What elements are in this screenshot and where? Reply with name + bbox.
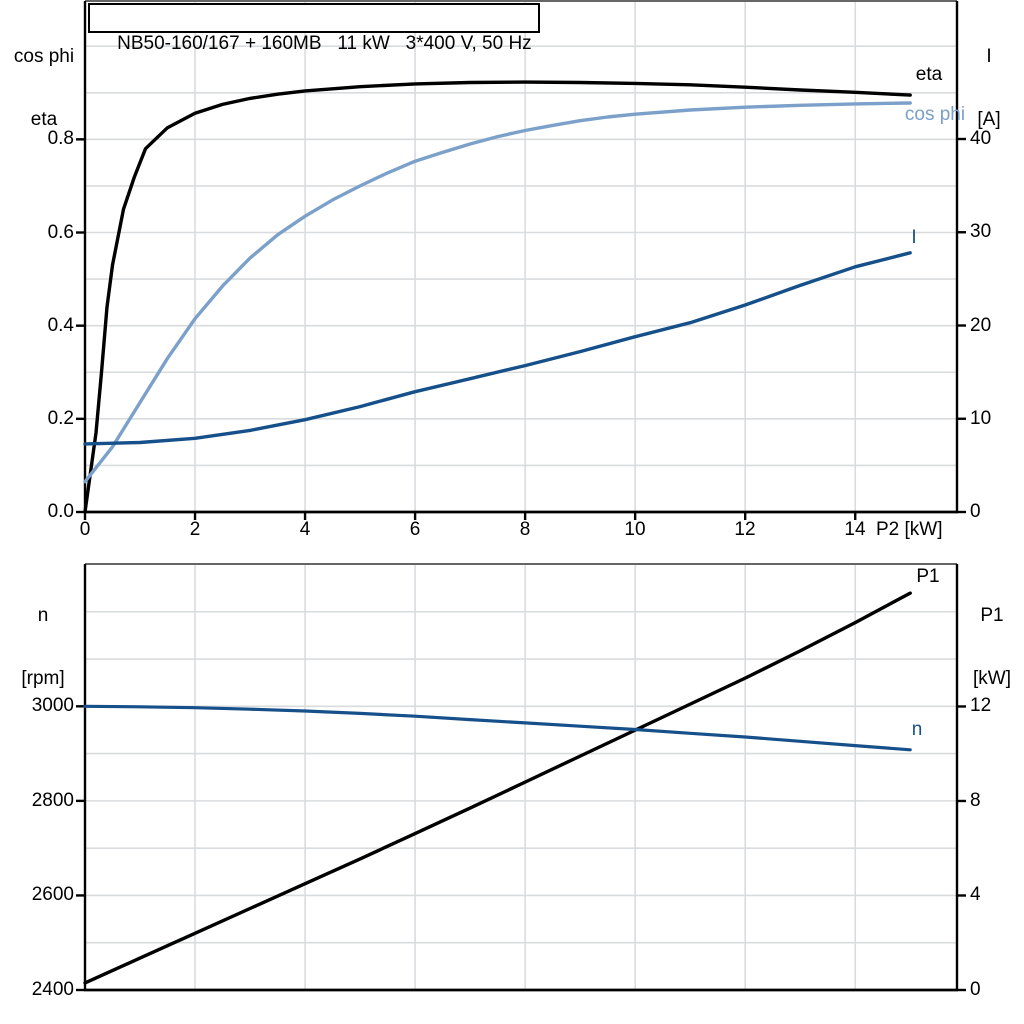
gridlines [85, 1, 957, 512]
right-axis-tick-label: 12 [970, 695, 992, 716]
left-axis-tick-label: 2600 [31, 884, 74, 905]
bottom-left-axis-header: n [rpm] [4, 563, 82, 731]
left-axis-tick-label: 3000 [31, 695, 74, 716]
axis-header-current-unit: [A] [977, 109, 1001, 130]
cos-phi-curve [83, 101, 912, 484]
speed-power-chart [76, 563, 966, 992]
motor-electrical-chart [76, 0, 966, 520]
right-axis-tick-label: 4 [970, 884, 981, 905]
x-axis-tick-label: 0 [79, 519, 91, 540]
right-axis-tick-label: 10 [970, 408, 992, 429]
right-axis-tick-label: 30 [970, 221, 992, 242]
axis-header-eta: eta [30, 109, 58, 130]
left-axis-tick-label: 0.8 [47, 128, 74, 149]
top-right-axis-header: I [A] [960, 4, 1018, 172]
bottom-right-axis-header: P1 [kW] [962, 563, 1022, 731]
axis-header-current: I [986, 46, 992, 67]
left-axis-tick-label: 0.6 [47, 222, 74, 243]
right-axis-tick-label: 8 [970, 790, 981, 811]
right-axis-tick-label: 0 [970, 501, 981, 522]
x-axis-tick-label: 4 [299, 519, 311, 540]
axis-header-p1-unit: [kW] [973, 668, 1011, 689]
top-left-axis-header: cos phi eta [6, 4, 82, 172]
chart-title-box: NB50-160/167 + 160MB 11 kW 3*400 V, 50 H… [88, 3, 540, 54]
x-axis-tick-label: 6 [409, 519, 421, 540]
right-axis-tick-label: 40 [970, 128, 992, 149]
right-axis-tick-label: 20 [970, 315, 992, 336]
x-axis-tick-label: 8 [519, 519, 531, 540]
eta-curve-label: eta [915, 64, 943, 85]
left-axis-tick-label: 0.4 [47, 315, 74, 336]
right-axis-tick-label: 0 [970, 979, 981, 1000]
left-axis-tick-label: 2800 [31, 790, 74, 811]
n-curve-label: n [911, 719, 923, 740]
axis-header-cos-phi: cos phi [13, 46, 75, 67]
p1-curve [83, 591, 912, 985]
left-axis-tick-label: 2400 [31, 979, 74, 1000]
i-curve [83, 251, 912, 446]
x-axis-tick-label: 14 [844, 519, 866, 540]
left-axis-tick-label: 0.2 [47, 408, 74, 429]
gridlines [85, 564, 957, 990]
x-axis-tick-label: 12 [734, 519, 756, 540]
chart-title: NB50-160/167 + 160MB 11 kW 3*400 V, 50 H… [117, 33, 532, 54]
x-axis-tick-label: 2 [189, 519, 201, 540]
x-axis-unit-label: P2 [kW] [876, 519, 943, 540]
axis-header-speed-unit: [rpm] [21, 668, 65, 689]
i-curve-label: I [911, 227, 917, 248]
p1-curve-label: P1 [916, 566, 940, 587]
eta-curve [83, 80, 912, 514]
left-axis-tick-label: 0.0 [47, 501, 74, 522]
axis-header-speed: n [37, 605, 49, 626]
x-axis-tick-label: 10 [624, 519, 646, 540]
cos-phi-curve-label: cos phi [904, 104, 966, 125]
n-curve [83, 704, 912, 752]
axis-header-p1: P1 [980, 605, 1004, 626]
